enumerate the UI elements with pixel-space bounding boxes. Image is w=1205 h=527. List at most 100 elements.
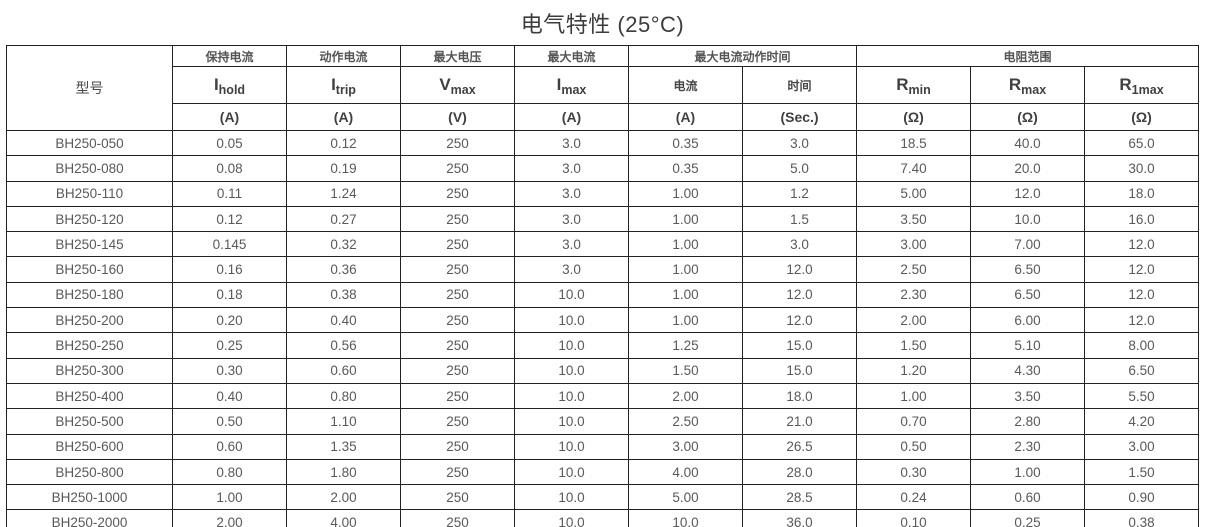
header-symbol-imax: Imax — [514, 66, 629, 104]
value-cell: 0.36 — [286, 256, 401, 283]
value-cell: 1.00 — [172, 484, 287, 511]
value-cell: 10.0 — [514, 458, 629, 486]
value-cell: 2.80 — [970, 408, 1086, 435]
symbol-main: I — [556, 75, 562, 94]
value-cell: 6.50 — [970, 281, 1086, 309]
model-cell: BH250-500 — [6, 408, 173, 435]
value-cell: 1.24 — [286, 180, 401, 207]
table-row: BH250-1000 1.00 2.00 250 10.0 5.00 28.5 0.24 0.… — [6, 484, 1200, 511]
value-cell: 18.0 — [1084, 180, 1200, 207]
value-cell: 30.0 — [1084, 155, 1200, 182]
symbol-sub: max — [561, 83, 587, 97]
value-cell: 5.10 — [970, 332, 1086, 359]
value-cell: 0.60 — [970, 484, 1086, 511]
value-cell: 0.25 — [172, 332, 287, 359]
value-cell: 1.25 — [628, 332, 743, 359]
value-cell: 1.00 — [628, 180, 743, 207]
value-cell: 0.11 — [172, 180, 287, 207]
value-cell: 250 — [400, 382, 515, 410]
value-cell: 2.00 — [856, 307, 972, 334]
model-cell: BH250-600 — [6, 433, 173, 460]
symbol-sub: hold — [218, 83, 246, 97]
unit-cell: (A) — [514, 103, 629, 131]
value-cell: 0.19 — [286, 155, 401, 182]
electrical-characteristics-table: 型号 保持电流 动作电流 最大电压 最大电流 最大电流动作时间 电阻范围 Iho… — [6, 45, 1200, 527]
value-cell: 5.00 — [628, 484, 743, 511]
value-cell: 1.00 — [628, 281, 743, 309]
value-cell: 0.38 — [1084, 509, 1200, 527]
table-row: BH250-110 0.11 1.24 250 3.0 1.00 1.2 5.00 12.0 1… — [6, 180, 1200, 207]
value-cell: 0.50 — [172, 408, 287, 435]
value-cell: 0.70 — [856, 408, 972, 435]
value-cell: 1.00 — [628, 256, 743, 283]
value-cell: 3.00 — [856, 231, 972, 258]
table-body: BH250-050 0.05 0.12 250 3.0 0.35 3.0 18.5 40.0 6… — [6, 129, 1200, 527]
value-cell: 10.0 — [514, 509, 629, 527]
value-cell: 12.0 — [1084, 307, 1200, 334]
model-cell: BH250-1000 — [6, 484, 173, 511]
value-cell: 1.50 — [1084, 458, 1200, 486]
value-cell: 12.0 — [1084, 231, 1200, 258]
header-group-max-current-trip-time: 最大电流动作时间 — [627, 45, 858, 67]
value-cell: 3.0 — [514, 205, 629, 233]
unit-cell: (Ω) — [1084, 103, 1200, 131]
value-cell: 10.0 — [514, 281, 629, 309]
value-cell: 0.38 — [286, 281, 401, 309]
value-cell: 0.40 — [286, 307, 401, 334]
value-cell: 40.0 — [970, 129, 1086, 157]
value-cell: 10.0 — [970, 205, 1086, 233]
value-cell: 21.0 — [741, 408, 858, 435]
value-cell: 3.0 — [741, 231, 858, 258]
value-cell: 2.30 — [856, 281, 972, 309]
value-cell: 3.0 — [514, 129, 629, 157]
value-cell: 0.16 — [172, 256, 287, 283]
model-cell: BH250-180 — [6, 281, 173, 309]
value-cell: 15.0 — [741, 357, 858, 384]
header-symbol-r1max: R1max — [1084, 66, 1200, 104]
value-cell: 0.90 — [1084, 484, 1200, 511]
value-cell: 250 — [400, 357, 515, 384]
table-row: BH250-180 0.18 0.38 250 10.0 1.00 12.0 2.30 6.5… — [6, 281, 1200, 309]
model-cell: BH250-050 — [6, 129, 173, 157]
value-cell: 0.30 — [856, 458, 972, 486]
value-cell: 1.2 — [741, 180, 858, 207]
symbol-sub: trip — [335, 83, 356, 97]
value-cell: 1.35 — [286, 433, 401, 460]
unit-cell: (Sec.) — [741, 103, 858, 131]
value-cell: 3.0 — [514, 231, 629, 258]
value-cell: 250 — [400, 205, 515, 233]
header-model: 型号 — [6, 45, 173, 131]
model-cell: BH250-250 — [6, 332, 173, 359]
model-cell: BH250-110 — [6, 180, 173, 207]
value-cell: 2.00 — [286, 484, 401, 511]
value-cell: 3.00 — [628, 433, 743, 460]
value-cell: 10.0 — [514, 382, 629, 410]
value-cell: 6.50 — [1084, 357, 1200, 384]
model-cell: BH250-120 — [6, 205, 173, 233]
value-cell: 250 — [400, 433, 515, 460]
value-cell: 0.80 — [286, 382, 401, 410]
value-cell: 0.08 — [172, 155, 287, 182]
header-group-resistance-range: 电阻范围 — [856, 45, 1200, 67]
value-cell: 2.50 — [628, 408, 743, 435]
model-cell: BH250-160 — [6, 256, 173, 283]
value-cell: 250 — [400, 281, 515, 309]
value-cell: 1.20 — [856, 357, 972, 384]
header-symbol-time: 时间 — [741, 66, 858, 104]
header-symbol-current: 电流 — [628, 66, 743, 104]
value-cell: 10.0 — [514, 484, 629, 511]
value-cell: 3.0 — [514, 256, 629, 283]
value-cell: 250 — [400, 155, 515, 182]
table-row: BH250-300 0.30 0.60 250 10.0 1.50 15.0 1.20 4.3… — [6, 357, 1200, 384]
value-cell: 3.0 — [514, 155, 629, 182]
table-row: BH250-2000 2.00 4.00 250 10.0 10.0 36.0 0.10 0.… — [6, 509, 1200, 527]
unit-cell: (A) — [172, 103, 287, 131]
value-cell: 10.0 — [514, 307, 629, 334]
value-cell: 250 — [400, 484, 515, 511]
value-cell: 28.0 — [741, 458, 858, 486]
value-cell: 250 — [400, 256, 515, 283]
symbol-main: R — [1119, 75, 1132, 94]
value-cell: 20.0 — [970, 155, 1086, 182]
value-cell: 16.0 — [1084, 205, 1200, 233]
value-cell: 36.0 — [741, 509, 858, 527]
